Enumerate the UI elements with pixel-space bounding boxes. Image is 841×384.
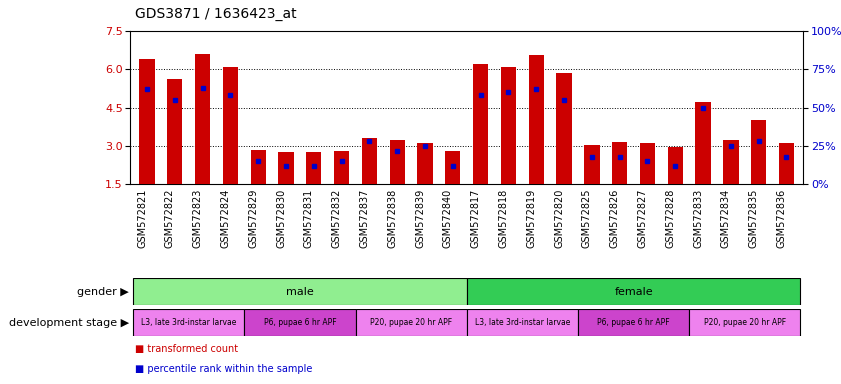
Text: GSM572817: GSM572817	[471, 189, 481, 248]
Bar	[133, 309, 245, 336]
Bar	[779, 143, 794, 184]
Bar	[668, 147, 683, 184]
Bar	[445, 151, 461, 184]
Bar	[306, 152, 321, 184]
Text: GSM572833: GSM572833	[693, 189, 703, 248]
Bar	[467, 278, 801, 305]
Text: GSM572837: GSM572837	[359, 189, 369, 248]
Bar	[723, 139, 738, 184]
Text: GSM572820: GSM572820	[554, 189, 564, 248]
Text: GSM572831: GSM572831	[304, 189, 314, 248]
Bar	[140, 59, 155, 184]
Bar	[640, 143, 655, 184]
Bar	[689, 309, 801, 336]
Text: GSM572829: GSM572829	[248, 189, 258, 248]
Text: GSM572838: GSM572838	[387, 189, 397, 248]
Text: GSM572818: GSM572818	[499, 189, 509, 248]
Text: GSM572834: GSM572834	[721, 189, 731, 248]
Text: P6, pupae 6 hr APF: P6, pupae 6 hr APF	[597, 318, 670, 327]
Bar	[473, 64, 489, 184]
Bar	[251, 150, 266, 184]
Text: gender ▶: gender ▶	[77, 287, 129, 297]
Bar	[133, 278, 467, 305]
Text: ■ transformed count: ■ transformed count	[135, 344, 238, 354]
Text: female: female	[614, 287, 653, 297]
Bar	[529, 55, 544, 184]
Bar	[195, 54, 210, 184]
Text: GSM572823: GSM572823	[193, 189, 203, 248]
Text: GSM572832: GSM572832	[331, 189, 341, 248]
Text: P20, pupae 20 hr APF: P20, pupae 20 hr APF	[370, 318, 452, 327]
Bar	[223, 66, 238, 184]
Text: GSM572836: GSM572836	[776, 189, 786, 248]
Text: male: male	[286, 287, 314, 297]
Bar	[584, 145, 600, 184]
Text: GSM572821: GSM572821	[137, 189, 147, 248]
Text: GSM572825: GSM572825	[582, 189, 592, 248]
Bar	[245, 309, 356, 336]
Bar	[389, 139, 405, 184]
Text: development stage ▶: development stage ▶	[8, 318, 129, 328]
Text: GSM572840: GSM572840	[443, 189, 452, 248]
Text: GSM572822: GSM572822	[165, 189, 175, 248]
Text: GSM572830: GSM572830	[276, 189, 286, 248]
Bar	[751, 120, 766, 184]
Bar	[356, 309, 467, 336]
Text: GDS3871 / 1636423_at: GDS3871 / 1636423_at	[135, 7, 296, 21]
Bar	[557, 73, 572, 184]
Text: GSM572827: GSM572827	[637, 189, 648, 248]
Bar	[417, 143, 433, 184]
Text: GSM572839: GSM572839	[415, 189, 425, 248]
Bar	[278, 152, 294, 184]
Text: GSM572828: GSM572828	[665, 189, 675, 248]
Text: P6, pupae 6 hr APF: P6, pupae 6 hr APF	[263, 318, 336, 327]
Text: L3, late 3rd-instar larvae: L3, late 3rd-instar larvae	[474, 318, 570, 327]
Text: GSM572819: GSM572819	[526, 189, 537, 248]
Bar	[467, 309, 578, 336]
Text: P20, pupae 20 hr APF: P20, pupae 20 hr APF	[704, 318, 785, 327]
Bar	[578, 309, 689, 336]
Text: L3, late 3rd-instar larvae: L3, late 3rd-instar larvae	[141, 318, 236, 327]
Text: ■ percentile rank within the sample: ■ percentile rank within the sample	[135, 364, 312, 374]
Bar	[362, 138, 377, 184]
Bar	[696, 103, 711, 184]
Bar	[167, 79, 182, 184]
Text: GSM572835: GSM572835	[748, 189, 759, 248]
Text: GSM572824: GSM572824	[220, 189, 230, 248]
Text: GSM572826: GSM572826	[610, 189, 620, 248]
Bar	[612, 142, 627, 184]
Bar	[500, 66, 516, 184]
Bar	[334, 151, 349, 184]
